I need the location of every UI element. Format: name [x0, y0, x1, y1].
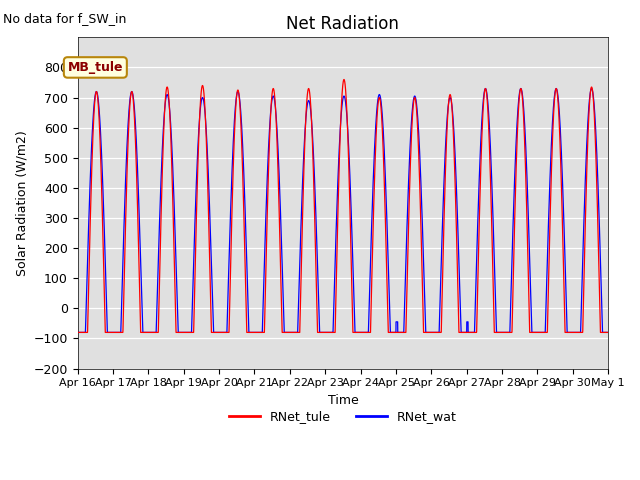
- X-axis label: Time: Time: [328, 394, 358, 407]
- Line: RNet_wat: RNet_wat: [77, 88, 608, 332]
- RNet_tule: [433, 329, 440, 335]
- Line: RNet_tule: RNet_tule: [77, 80, 608, 332]
- Text: No data for f_SW_in: No data for f_SW_in: [3, 12, 127, 25]
- RNet_tule: [604, 329, 612, 335]
- RNet_tule: [604, 329, 611, 335]
- Title: Net Radiation: Net Radiation: [287, 15, 399, 33]
- RNet_wat: [461, 329, 469, 335]
- RNet_tule: [169, 204, 177, 210]
- RNet_wat: [433, 329, 440, 335]
- RNet_tule: [462, 329, 470, 335]
- Legend: RNet_tule, RNet_wat: RNet_tule, RNet_wat: [224, 406, 462, 429]
- RNet_tule: [323, 329, 331, 335]
- RNet_wat: [323, 329, 331, 335]
- RNet_wat: [604, 329, 611, 335]
- RNet_wat: [492, 308, 500, 313]
- RNet_tule: [74, 329, 81, 335]
- RNet_tule: [492, 329, 500, 335]
- RNet_tule: [340, 77, 348, 83]
- RNet_wat: [74, 329, 81, 335]
- Text: MB_tule: MB_tule: [68, 61, 123, 74]
- RNet_wat: [604, 329, 612, 335]
- RNet_wat: [482, 85, 490, 91]
- RNet_wat: [169, 170, 177, 176]
- Y-axis label: Solar Radiation (W/m2): Solar Radiation (W/m2): [15, 130, 28, 276]
